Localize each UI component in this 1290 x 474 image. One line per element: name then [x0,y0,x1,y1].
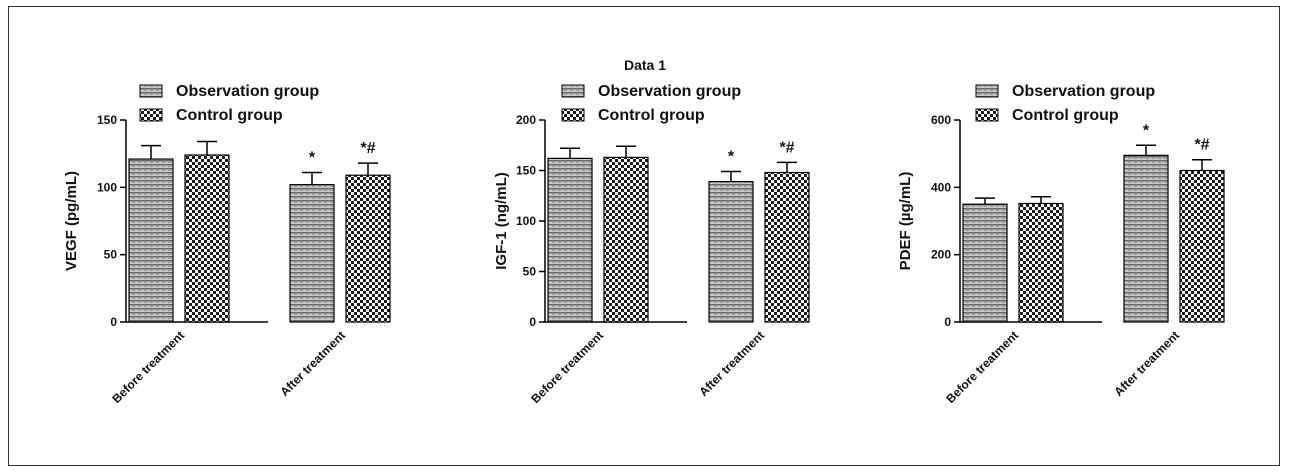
bar [1018,202,1064,323]
legend-label: Observation group [176,83,319,100]
significance-mark: * [309,150,316,167]
y-axis-label: IGF-1 (ng/mL) [493,172,510,270]
y-tick-label: 0 [944,315,951,329]
legend-label: Control group [1012,107,1119,124]
bar [764,171,810,323]
bar [1179,169,1225,323]
significance-mark: *# [1194,137,1209,154]
y-tick-label: 100 [97,180,117,194]
x-tick-label: Before treatment [528,328,606,406]
significance-mark: * [1143,122,1150,139]
figure-title: Data 1 [624,57,666,73]
bar [708,181,754,323]
legend-swatch [975,108,999,122]
y-tick-label: 400 [931,180,951,194]
bar [184,154,230,323]
y-tick-label: 50 [104,248,118,262]
legend-swatch [561,84,585,98]
y-tick-label: 0 [529,315,536,329]
y-tick-label: 600 [931,113,951,127]
legend-label: Control group [598,107,705,124]
x-tick-label: Before treatment [943,328,1021,406]
x-tick-label: After treatment [277,328,348,399]
chart-panel-1: Observation group Control group 0 50 100 150 V… [63,83,391,406]
significance-mark: *# [360,140,375,157]
bar [547,157,593,323]
legend-label: Observation group [1012,83,1155,100]
bar [1123,154,1169,323]
bar [962,203,1008,323]
y-tick-label: 0 [110,315,117,329]
y-tick-label: 100 [516,214,536,228]
y-tick-label: 150 [97,113,117,127]
y-tick-label: 150 [516,164,536,178]
chart-panel-2: Observation group Control group 0 50 100 150 2… [493,83,810,406]
significance-mark: *# [779,139,794,156]
y-tick-label: 200 [931,248,951,262]
y-axis-label: PDEF (µg/mL) [897,172,914,271]
legend-label: Control group [176,107,283,124]
legend-label: Observation group [598,83,741,100]
y-tick-label: 50 [523,265,537,279]
chart-panel-3: Observation group Control group 0 200 400 600… [897,83,1225,406]
y-tick-label: 200 [516,113,536,127]
x-tick-label: After treatment [696,328,767,399]
x-tick-label: Before treatment [109,328,187,406]
bar [603,156,649,323]
legend-swatch [975,84,999,98]
legend-swatch [561,108,585,122]
significance-mark: * [728,149,735,166]
legend-swatch [139,108,163,122]
legend-swatch [139,84,163,98]
bar [345,174,391,323]
bar [289,184,335,323]
bar [128,158,174,323]
y-axis-label: VEGF (pg/mL) [63,171,80,271]
x-tick-label: After treatment [1111,328,1182,399]
